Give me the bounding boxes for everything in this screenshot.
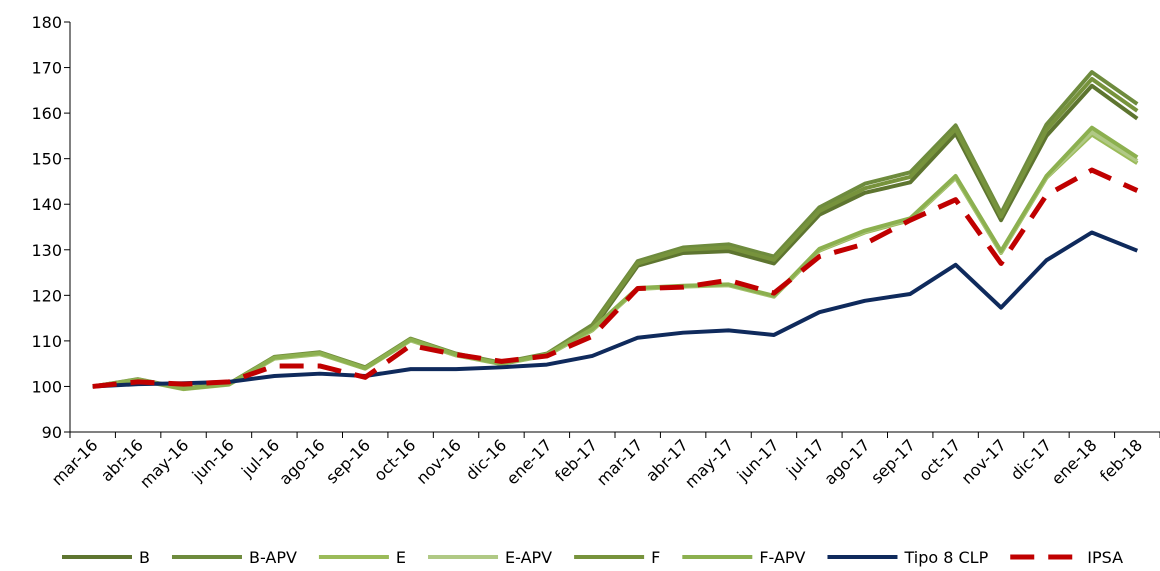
legend-label: F [651,548,660,567]
y-tick-label: 90 [42,423,62,442]
x-tick-label: jun-16 [188,435,238,485]
x-tick-label: may-16 [136,435,192,491]
legend-label: IPSA [1087,548,1123,567]
y-tick-label: 160 [31,104,62,123]
y-tick-label: 180 [31,13,62,32]
legend-label: B [139,548,150,567]
x-tick-label: sep-17 [867,435,919,487]
legend-label: B-APV [249,548,297,567]
x-tick-label: ago-17 [820,435,873,488]
x-tick-label: ago-16 [275,435,328,488]
y-tick-label: 170 [31,59,62,78]
legend-label: Tipo 8 CLP [903,548,988,567]
x-tick-label: nov-17 [957,435,1009,487]
y-tick-label: 140 [31,195,62,214]
line [92,125,1139,391]
y-tick-label: 100 [31,377,62,396]
x-tick-label: mar-16 [48,435,102,489]
x-tick-label: mar-17 [593,435,647,489]
x-tick-label: ene-17 [503,435,556,488]
x-tick-label: oct-16 [370,435,419,484]
x-tick-label: feb-18 [1096,435,1146,485]
line [92,70,1139,391]
legend-label: F-APV [759,548,805,567]
x-tick-label: may-17 [681,435,737,491]
legend-label: E [396,548,406,567]
y-tick-label: 150 [31,150,62,169]
legend-label: E-APV [505,548,552,567]
y-tick-label: 130 [31,241,62,260]
x-tick-label: sep-16 [322,435,374,487]
x-tick-label: oct-17 [915,435,964,484]
x-tick-label: ene-18 [1048,435,1101,488]
x-tick-label: nov-16 [412,435,464,487]
y-tick-label: 110 [31,332,62,351]
line [92,167,1139,389]
x-tick-label: jun-17 [733,435,783,485]
line [92,230,1139,389]
line [92,83,1139,391]
y-tick-label: 120 [31,286,62,305]
